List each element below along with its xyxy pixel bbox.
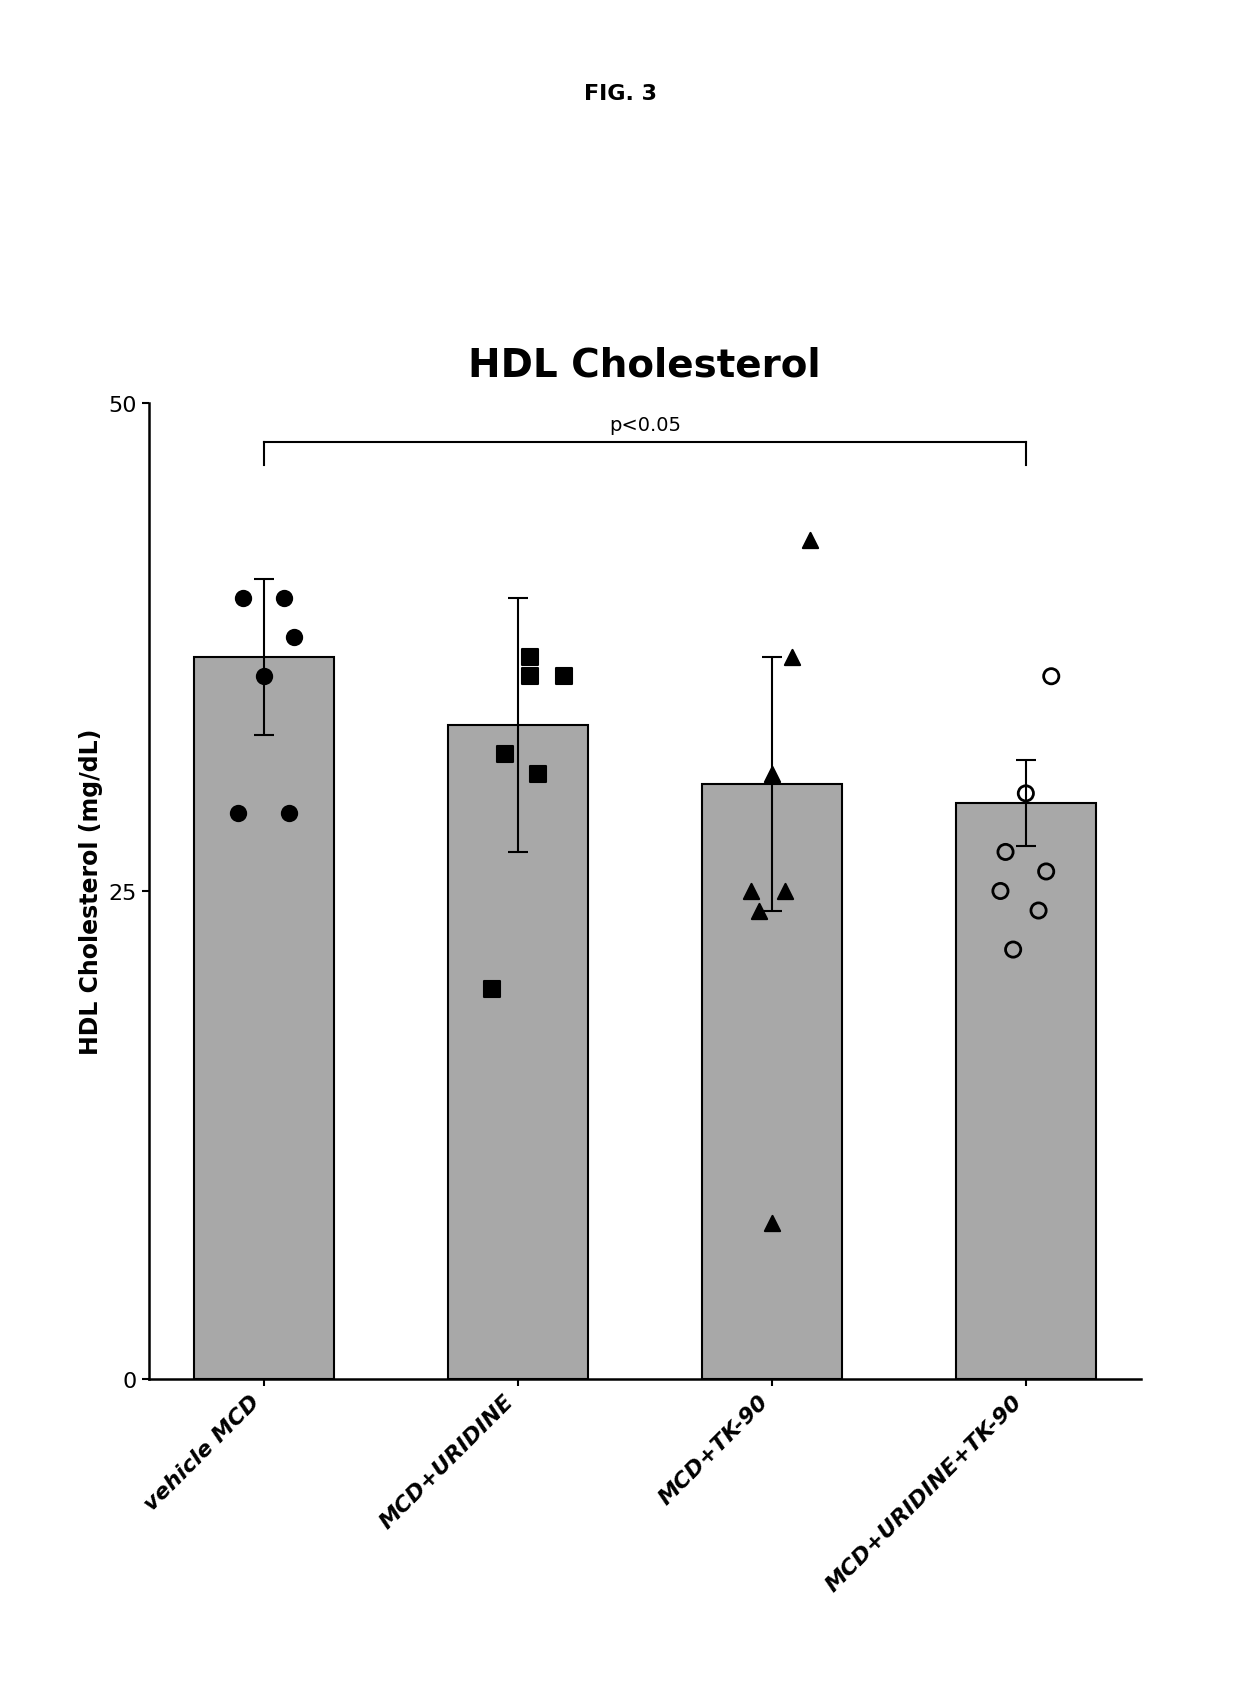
- Point: [274, 585, 294, 612]
- Point: [1037, 858, 1056, 885]
- Point: [528, 760, 548, 787]
- Point: [279, 801, 299, 828]
- Point: [742, 878, 761, 905]
- Point: [996, 839, 1016, 866]
- Point: [775, 878, 795, 905]
- Text: p<0.05: p<0.05: [609, 415, 681, 436]
- Point: [1029, 898, 1049, 925]
- Point: [1042, 663, 1061, 690]
- Bar: [956, 804, 1096, 1379]
- Point: [782, 644, 802, 671]
- Point: [254, 663, 274, 690]
- Point: [495, 742, 515, 769]
- Point: [233, 585, 253, 612]
- Bar: [193, 658, 334, 1379]
- Point: [1003, 937, 1023, 964]
- Point: [1016, 780, 1035, 807]
- Y-axis label: HDL Cholesterol (mg/dL): HDL Cholesterol (mg/dL): [79, 728, 103, 1055]
- Point: [761, 760, 781, 787]
- Point: [482, 976, 502, 1002]
- Point: [991, 878, 1011, 905]
- Bar: [448, 725, 588, 1379]
- Point: [521, 644, 541, 671]
- Point: [228, 801, 248, 828]
- Title: HDL Cholesterol: HDL Cholesterol: [469, 346, 821, 383]
- Point: [521, 663, 541, 690]
- Point: [749, 898, 769, 925]
- Point: [761, 1209, 781, 1236]
- Bar: [702, 784, 842, 1379]
- Text: FIG. 3: FIG. 3: [584, 84, 656, 104]
- Point: [800, 526, 820, 553]
- Point: [284, 624, 304, 651]
- Point: [553, 663, 573, 690]
